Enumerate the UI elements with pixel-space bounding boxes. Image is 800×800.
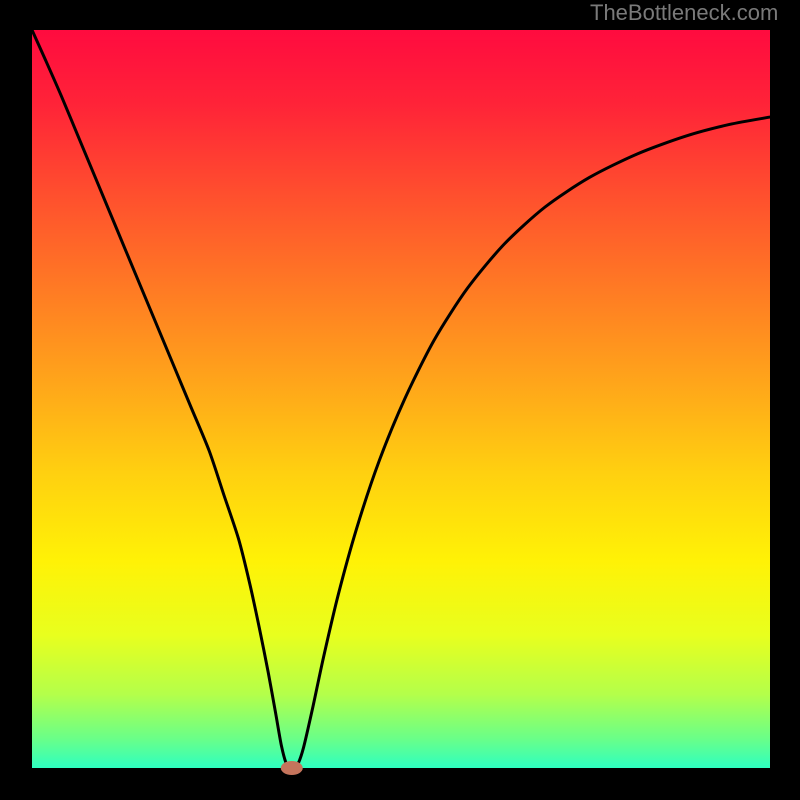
minimum-marker <box>281 761 303 775</box>
curve-layer <box>0 0 800 800</box>
bottleneck-curve <box>32 30 770 768</box>
chart-container: TheBottleneck.com <box>0 0 800 800</box>
watermark-text: TheBottleneck.com <box>590 0 778 26</box>
